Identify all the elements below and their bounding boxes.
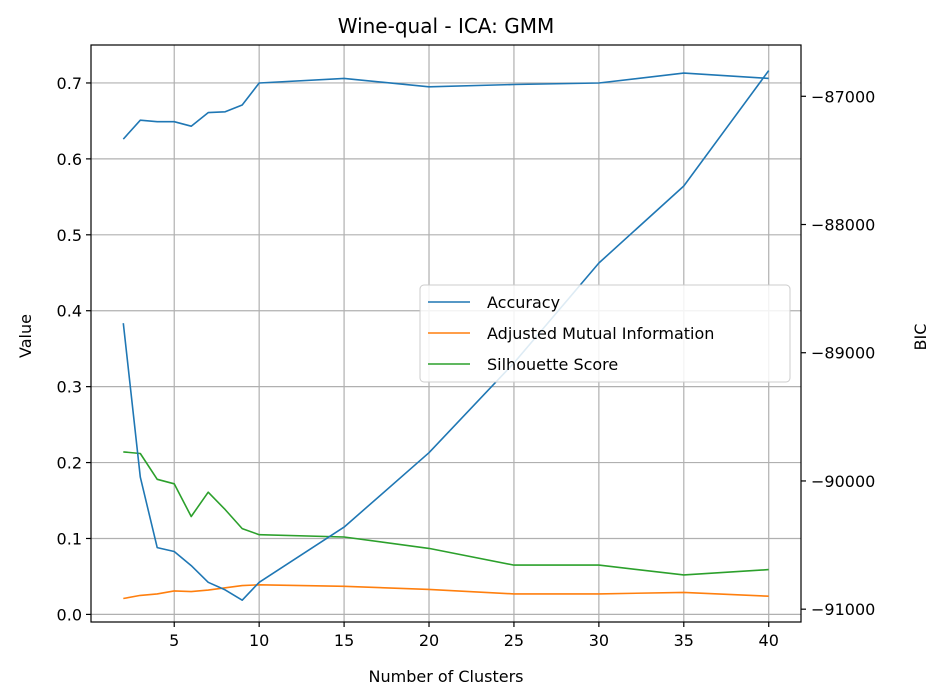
y-right-tick-label: −90000 xyxy=(811,472,875,491)
y-tick-label: 0.6 xyxy=(57,150,82,169)
x-tick-label: 30 xyxy=(589,631,609,650)
y-tick-label: 0.3 xyxy=(57,378,82,397)
y-right-tick-label: −88000 xyxy=(811,216,875,235)
legend-label-accuracy: Accuracy xyxy=(487,293,560,312)
chart-title: Wine-qual - ICA: GMM xyxy=(338,14,555,38)
plot-frame xyxy=(90,44,802,623)
x-axis-label: Number of Clusters xyxy=(369,667,524,686)
x-tick-label: 40 xyxy=(759,631,779,650)
legend-label-silhouette: Silhouette Score xyxy=(487,355,618,374)
series-line-adjusted-mutual-information xyxy=(123,583,769,600)
series-line-silhouette-score xyxy=(123,451,769,576)
legend-label-ami: Adjusted Mutual Information xyxy=(487,324,714,343)
y-right-tick-label: −89000 xyxy=(811,344,875,363)
y-axis-label: Value xyxy=(16,314,35,358)
y-tick-label: 0.0 xyxy=(57,605,82,624)
legend: Accuracy Adjusted Mutual Information Sil… xyxy=(419,284,791,383)
y-tick-label: 0.4 xyxy=(57,302,82,321)
x-tick-label: 35 xyxy=(674,631,694,650)
x-axis-ticks: 5 10 15 20 25 30 35 40 xyxy=(169,622,779,650)
x-tick-label: 5 xyxy=(169,631,179,650)
x-tick-label: 10 xyxy=(249,631,269,650)
series-line-accuracy xyxy=(122,72,769,140)
legend-box xyxy=(419,284,791,383)
y-axis-ticks: 0.0 0.1 0.2 0.3 0.4 0.5 0.6 0.7 xyxy=(57,74,91,624)
x-tick-label: 25 xyxy=(504,631,524,650)
y-tick-label: 0.1 xyxy=(57,529,82,548)
y-tick-label: 0.2 xyxy=(57,454,82,473)
y-right-tick-label: −91000 xyxy=(811,600,875,619)
grid xyxy=(91,45,801,622)
x-tick-label: 20 xyxy=(419,631,439,650)
y-tick-label: 0.7 xyxy=(57,74,82,93)
y-axis-right-ticks: −91000 −90000 −89000 −88000 −87000 xyxy=(801,87,875,619)
x-tick-label: 15 xyxy=(334,631,354,650)
y-axis-right-label: BIC xyxy=(911,324,930,351)
y-right-tick-label: −87000 xyxy=(811,87,875,106)
y-tick-label: 0.5 xyxy=(57,226,82,245)
